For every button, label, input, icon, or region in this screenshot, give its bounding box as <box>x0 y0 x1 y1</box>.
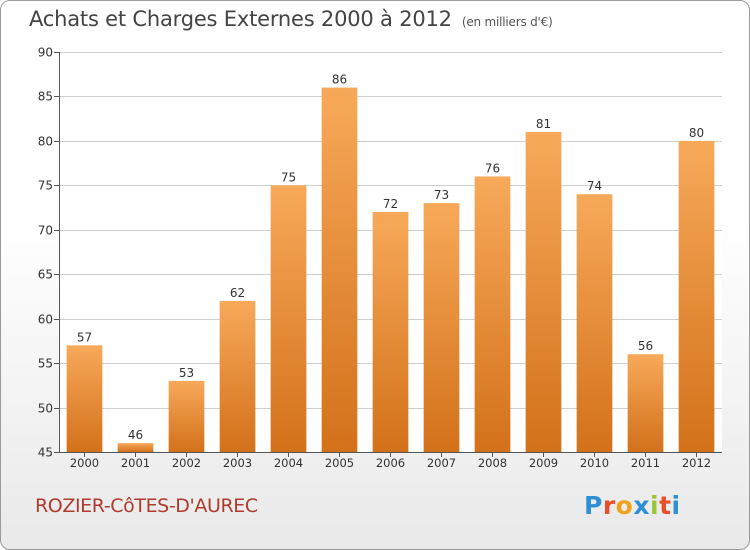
bar <box>168 380 205 452</box>
bar <box>270 185 307 453</box>
data-label: 80 <box>689 126 704 140</box>
data-label: 75 <box>281 170 296 184</box>
commune-name: ROZIER-CôTES-D'AUREC <box>35 495 258 517</box>
bar <box>423 203 460 452</box>
x-tick-label: 2008 <box>478 456 507 470</box>
chart-title: Achats et Charges Externes 2000 à 2012 (e… <box>29 7 553 31</box>
logo-letter: x <box>633 491 650 520</box>
x-tick-label: 2005 <box>325 456 354 470</box>
chart-unit: (en milliers d'€) <box>461 15 553 29</box>
data-label: 86 <box>332 73 347 87</box>
y-tick-label: 55 <box>38 357 53 371</box>
logo-letter: o <box>615 491 634 520</box>
x-tick-label: 2012 <box>682 456 711 470</box>
bar <box>474 176 511 452</box>
y-tick-label: 70 <box>38 224 53 238</box>
x-tick-label: 2002 <box>172 456 201 470</box>
logo-letter: t <box>659 491 672 520</box>
data-label: 76 <box>485 161 500 175</box>
bar <box>576 194 613 452</box>
y-tick-label: 80 <box>38 135 53 149</box>
data-label: 72 <box>383 197 398 211</box>
bar <box>627 354 664 452</box>
bar <box>321 87 358 453</box>
y-tick-label: 85 <box>38 90 53 104</box>
data-label: 74 <box>587 179 602 193</box>
bar <box>525 132 562 452</box>
y-tick-label: 45 <box>38 446 53 460</box>
x-tick-label: 2004 <box>274 456 303 470</box>
data-label: 57 <box>77 330 92 344</box>
bar <box>66 345 103 452</box>
y-tick-label: 65 <box>38 268 53 282</box>
bar <box>219 300 256 452</box>
x-tick-label: 2010 <box>580 456 609 470</box>
bar <box>117 443 154 452</box>
logo-letter: i <box>671 491 681 520</box>
x-tick-label: 2011 <box>631 456 660 470</box>
data-label: 53 <box>179 366 194 380</box>
y-tick-label: 75 <box>38 179 53 193</box>
bar <box>372 212 409 452</box>
proxiti-logo: Proxiti <box>584 491 681 520</box>
bar <box>678 140 715 452</box>
y-tick-label: 90 <box>38 46 53 60</box>
logo-letter: P <box>584 491 603 520</box>
logo-letter: r <box>602 491 616 520</box>
data-label: 62 <box>230 286 245 300</box>
y-tick-label: 60 <box>38 313 53 327</box>
chart-title-text: Achats et Charges Externes 2000 à 2012 <box>29 7 452 31</box>
x-tick-label: 2003 <box>223 456 252 470</box>
data-label: 81 <box>536 117 551 131</box>
y-tick-label: 50 <box>38 402 53 416</box>
data-label: 56 <box>638 339 653 353</box>
x-tick-label: 2000 <box>70 456 99 470</box>
x-tick-label: 2006 <box>376 456 405 470</box>
x-tick-label: 2009 <box>529 456 558 470</box>
data-label: 73 <box>434 188 449 202</box>
x-tick-label: 2007 <box>427 456 456 470</box>
x-tick-label: 2001 <box>121 456 150 470</box>
data-label: 46 <box>128 428 143 442</box>
logo-letter: i <box>650 491 660 520</box>
